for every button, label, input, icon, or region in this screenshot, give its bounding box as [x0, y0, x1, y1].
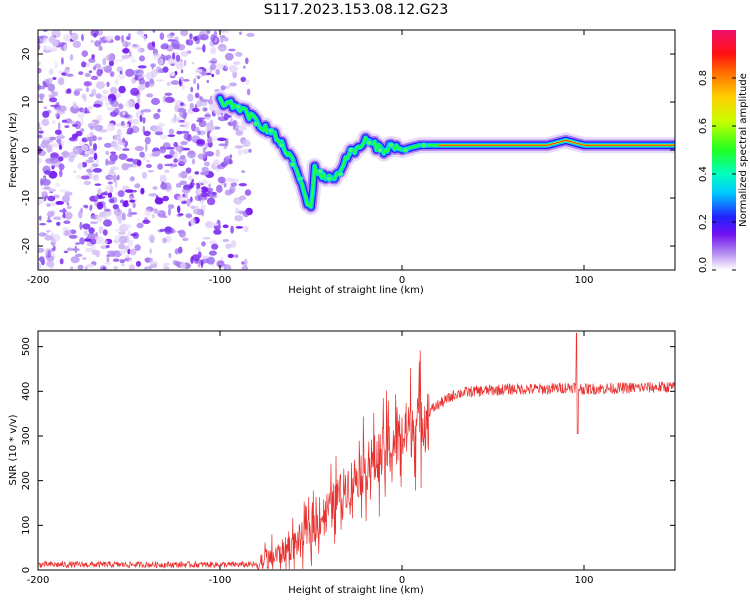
spectrogram-plot-area — [38, 30, 675, 270]
colorbar: 0.0 0.2 0.4 0.6 0.8 Normalized spectral ampl… — [698, 30, 749, 273]
spectrogram-ytick-label: 0 — [21, 147, 32, 153]
ridge-blob — [316, 168, 324, 175]
colorbar-gradient — [712, 30, 736, 270]
spectrogram-ytick-label: 20 — [21, 48, 32, 61]
ridge-blob — [289, 161, 297, 168]
ridge-blob — [325, 175, 333, 182]
snr-xtick-label: 100 — [574, 575, 593, 586]
figure-title: S117.2023.153.08.12.G23 — [264, 2, 449, 18]
ridge-blob — [347, 147, 355, 153]
snr-xtick-label: -100 — [209, 575, 232, 586]
snr-ytick-label: 200 — [21, 471, 32, 490]
snr-xtick-label: 0 — [399, 575, 405, 586]
ridge-blob — [234, 103, 242, 110]
ridge-blob — [336, 171, 344, 177]
snr-ylabel: SNR (10 * v/v) — [8, 414, 19, 485]
spectrogram-xtick-label: -200 — [27, 275, 50, 286]
colorbar-label: Normalized spectral amplitude — [738, 73, 749, 227]
spectrogram-noise — [38, 30, 255, 270]
ridge-blob — [267, 127, 275, 134]
spectrogram-ytick-label: -20 — [21, 238, 32, 254]
colorbar-tick-label: 0.8 — [698, 70, 709, 86]
snr-series-line — [38, 332, 675, 570]
ridge-blob — [402, 147, 410, 153]
colorbar-tick-label: 0.4 — [698, 166, 709, 182]
colorbar-tick-label: 0.6 — [698, 118, 709, 134]
snr-panel: -200 -100 0 100 0 100 200 300 400 500 Height of s… — [8, 330, 676, 596]
snr-ytick-label: 300 — [21, 426, 32, 445]
snr-ytick-label: 400 — [21, 382, 32, 401]
colorbar-tick-label: 0.0 — [698, 257, 709, 273]
colorbar-tick-label: 0.2 — [698, 214, 709, 230]
spectrogram-xtick-label: 100 — [574, 275, 593, 286]
ridge-blob — [278, 142, 286, 149]
snr-ytick-label: 100 — [21, 516, 32, 535]
spectrogram-ylabel: Frequency (Hz) — [8, 112, 19, 188]
spectrogram-xlabel: Height of straight line (km) — [288, 285, 424, 296]
spectrogram-ytick-label: 10 — [21, 96, 32, 109]
ridge-red-core — [438, 139, 675, 146]
spectrogram-xtick-label: 0 — [399, 275, 405, 286]
spectrogram-xtick-label: -100 — [209, 275, 232, 286]
snr-frame — [37, 330, 676, 571]
snr-ticks: -200 -100 0 100 0 100 200 300 400 500 — [21, 331, 675, 586]
snr-ytick-label: 500 — [21, 337, 32, 356]
ridge-blob — [296, 175, 304, 182]
snr-xtick-label: -200 — [27, 575, 50, 586]
spectrogram-ytick-label: -10 — [21, 190, 32, 206]
snr-xlabel: Height of straight line (km) — [288, 585, 424, 596]
snr-ytick-label: 0 — [21, 567, 32, 573]
ridge-blob — [376, 147, 384, 153]
colorbar-ticks: 0.0 0.2 0.4 0.6 0.8 — [698, 70, 736, 273]
ridge-blob — [365, 139, 373, 146]
ridge-blob — [420, 142, 428, 149]
ridge-blob — [387, 142, 395, 149]
ridge-blob — [252, 120, 260, 127]
